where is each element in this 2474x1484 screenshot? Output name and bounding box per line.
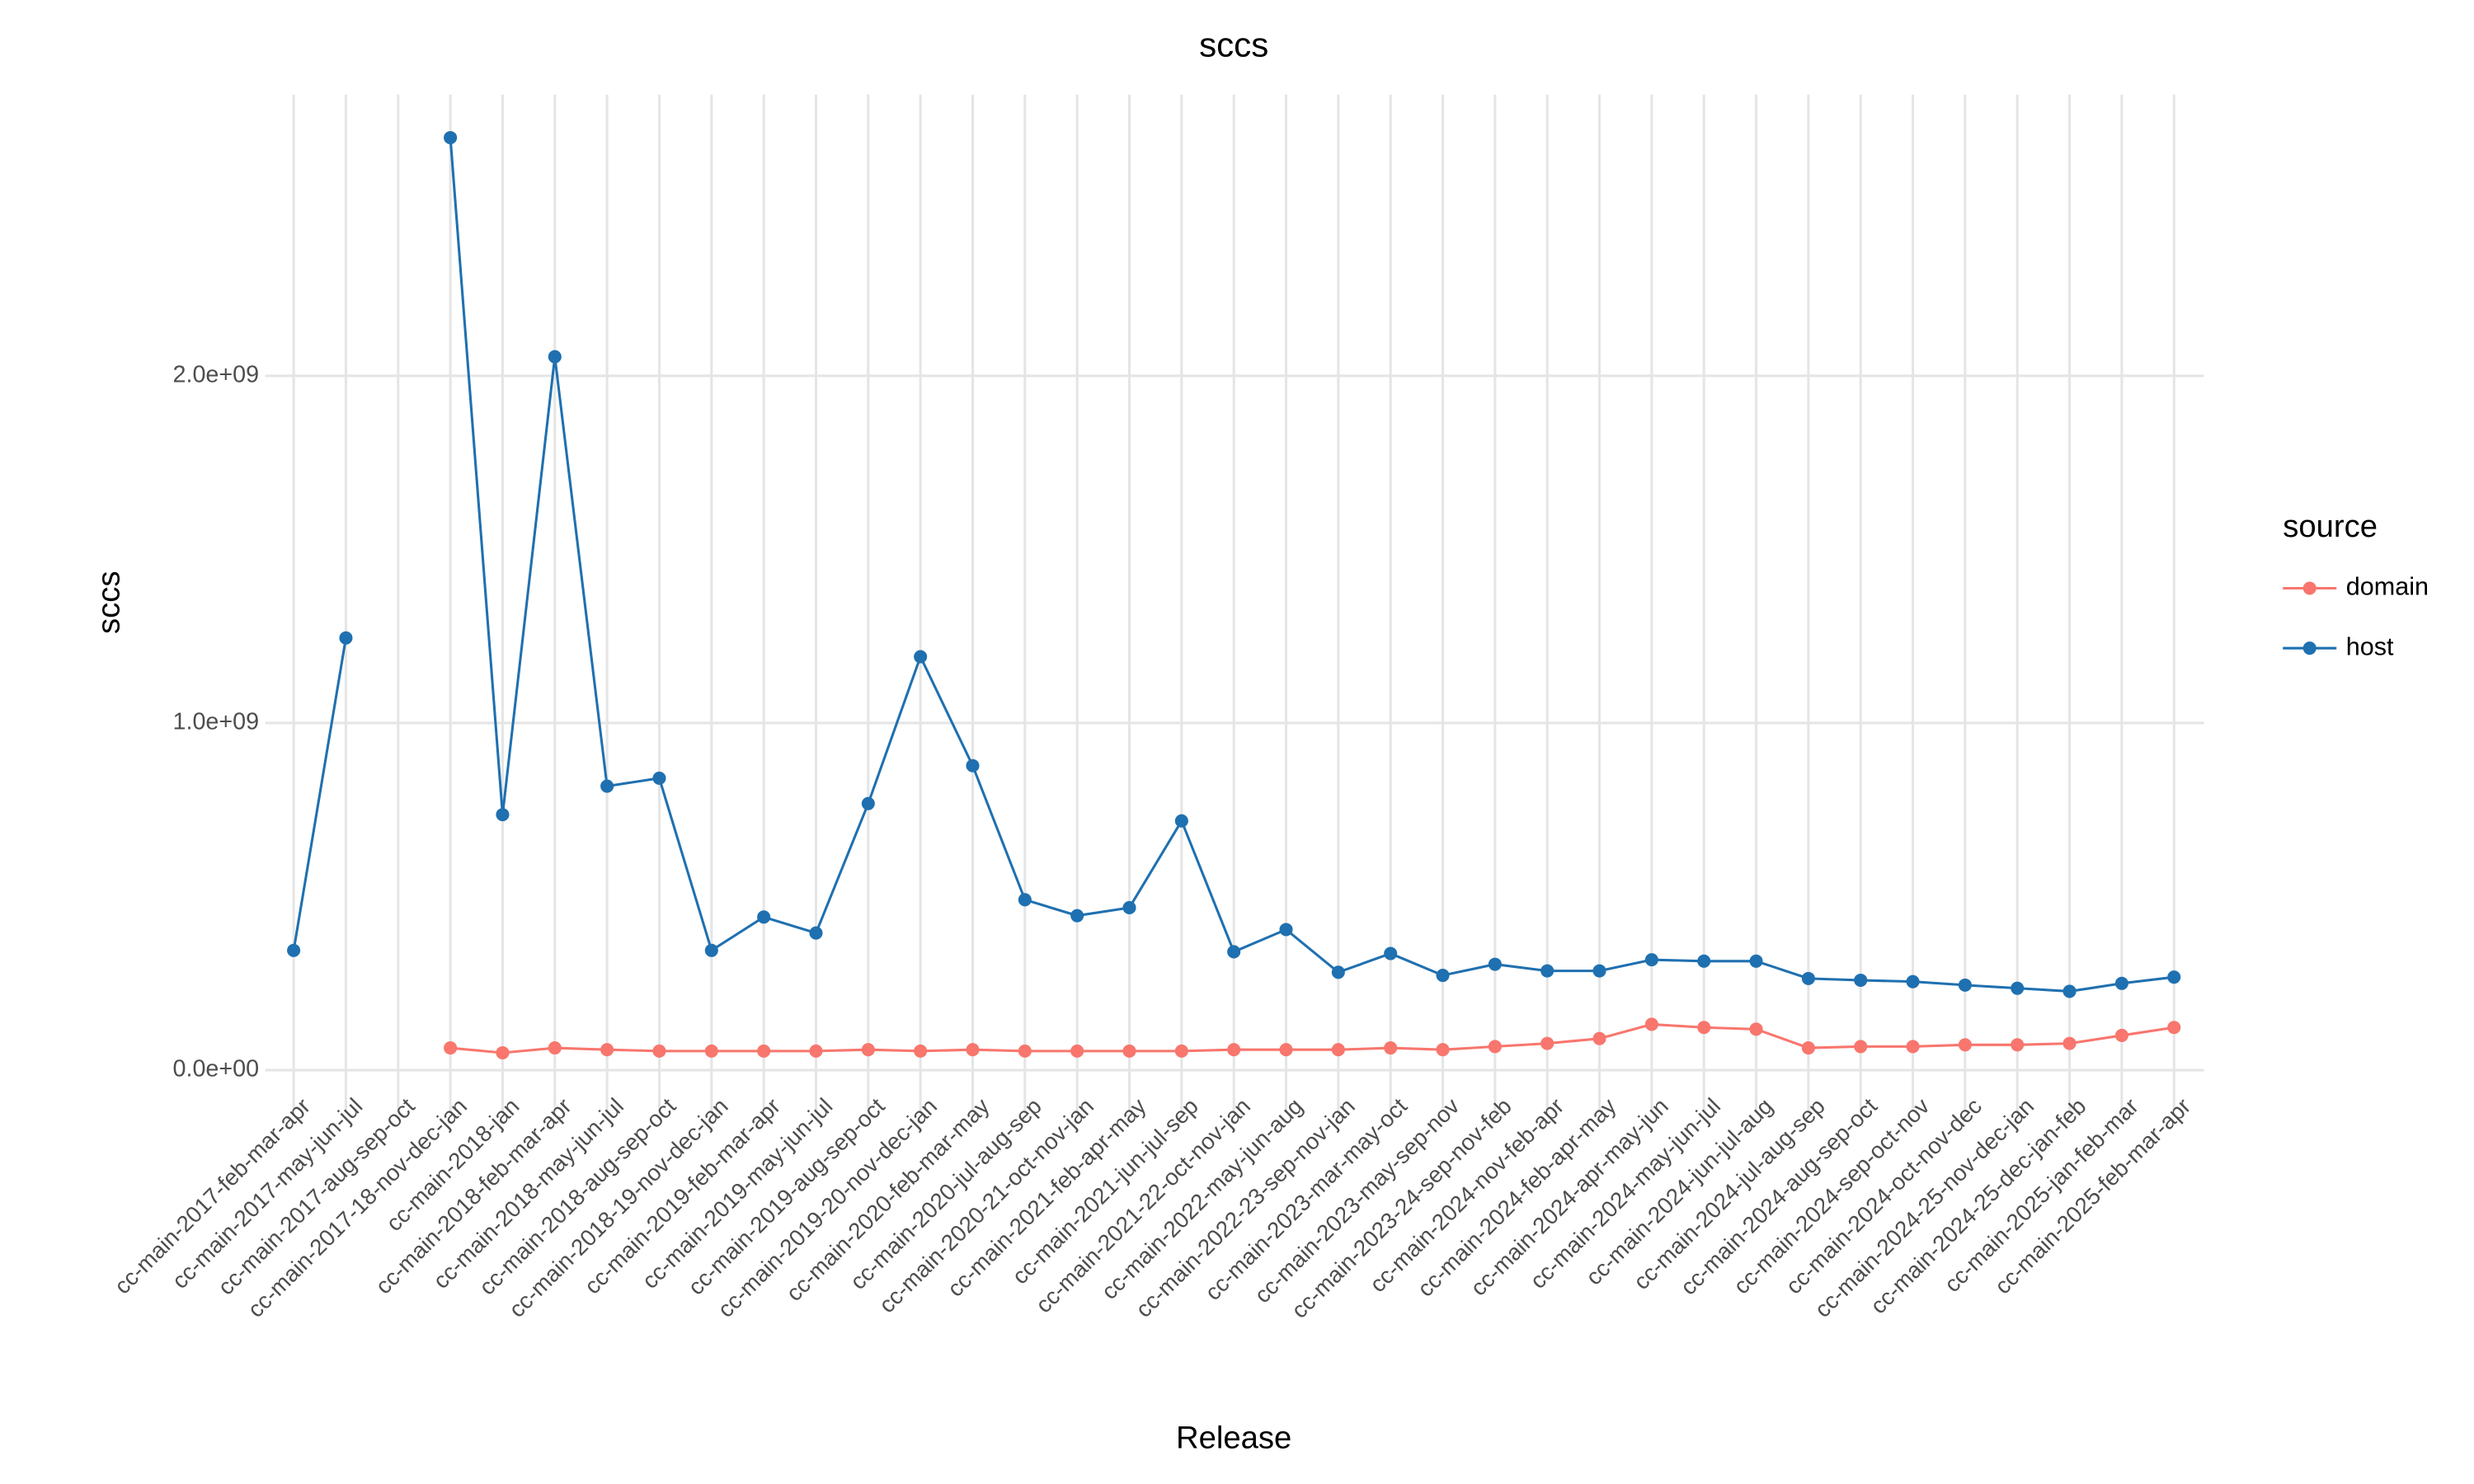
- data-point: [1958, 1038, 1972, 1052]
- data-point: [600, 779, 614, 793]
- data-point: [861, 1043, 875, 1057]
- data-point: [444, 1041, 458, 1055]
- data-point: [861, 796, 875, 810]
- series-line: [449, 1022, 2175, 1054]
- data-point: [966, 1043, 980, 1057]
- data-point: [1018, 1044, 1032, 1058]
- data-point: [2167, 1021, 2181, 1035]
- data-point: [2011, 1038, 2025, 1052]
- legend-label: host: [2346, 632, 2394, 660]
- data-point: [1697, 1021, 1711, 1035]
- data-point: [1227, 945, 1241, 959]
- data-point: [1279, 1043, 1293, 1057]
- data-point: [1174, 1044, 1188, 1058]
- data-point: [1906, 1040, 1920, 1054]
- legend-key-point: [2302, 581, 2316, 595]
- data-point: [809, 926, 823, 940]
- data-point: [1801, 971, 1815, 985]
- y-tick-label: 0.0e+00: [173, 1056, 260, 1082]
- data-point: [1749, 954, 1763, 968]
- data-point: [914, 650, 928, 664]
- data-point: [1644, 953, 1658, 967]
- data-point: [1384, 946, 1398, 960]
- data-point: [1854, 973, 1868, 988]
- data-point: [548, 1041, 562, 1055]
- data-point: [1958, 978, 1972, 992]
- data-point: [1540, 1036, 1554, 1050]
- data-point: [1331, 1043, 1345, 1057]
- data-point: [1174, 814, 1188, 828]
- data-point: [496, 808, 510, 822]
- data-point: [496, 1045, 510, 1060]
- data-point: [1018, 893, 1032, 907]
- legend-title: source: [2283, 509, 2378, 544]
- data-point: [2062, 984, 2077, 998]
- data-point: [1801, 1041, 1815, 1055]
- legend-key-point: [2302, 641, 2316, 655]
- data-point: [1592, 1031, 1606, 1045]
- data-point: [757, 910, 771, 924]
- data-point: [1122, 1044, 1136, 1058]
- data-point: [966, 758, 980, 773]
- data-point: [1697, 954, 1711, 968]
- data-point: [1070, 1044, 1084, 1058]
- y-axis-label: sccs: [91, 571, 126, 633]
- data-point: [444, 130, 458, 145]
- data-point: [1122, 900, 1136, 914]
- data-point: [1436, 969, 1450, 983]
- data-point: [704, 943, 718, 957]
- y-tick-label: 1.0e+09: [173, 709, 260, 735]
- data-point: [1331, 965, 1345, 979]
- data-point: [1644, 1017, 1658, 1031]
- data-point: [1854, 1040, 1868, 1054]
- data-point: [652, 771, 666, 785]
- grid: [265, 94, 2204, 1112]
- data-point: [2114, 976, 2128, 990]
- series-line: [292, 137, 2175, 993]
- data-point: [1279, 923, 1293, 937]
- data-point: [2114, 1028, 2128, 1042]
- legend-label: domain: [2346, 573, 2429, 601]
- data-point: [757, 1044, 771, 1058]
- data-point: [339, 631, 353, 645]
- data-point: [1749, 1022, 1763, 1036]
- x-axis-label: Release: [1176, 1421, 1291, 1456]
- data-point: [1384, 1041, 1398, 1055]
- data-point: [2167, 970, 2181, 984]
- data-point: [704, 1044, 718, 1058]
- data-point: [548, 350, 562, 364]
- data-point: [1488, 957, 1502, 971]
- data-point: [600, 1043, 614, 1057]
- data-point: [809, 1044, 823, 1058]
- data-point: [652, 1044, 666, 1058]
- data-point: [1227, 1043, 1241, 1057]
- data-point: [1906, 974, 1920, 989]
- data-point: [2011, 981, 2025, 995]
- data-point: [1436, 1043, 1450, 1057]
- data-point: [2062, 1036, 2077, 1050]
- data-point: [1592, 964, 1606, 978]
- data-point: [914, 1044, 928, 1058]
- data-point: [287, 943, 301, 957]
- y-tick-label: 2.0e+09: [173, 361, 260, 387]
- data-point: [1488, 1040, 1502, 1054]
- data-point: [1540, 964, 1554, 978]
- chart-title: sccs: [1199, 25, 1268, 63]
- data-point: [1070, 909, 1084, 923]
